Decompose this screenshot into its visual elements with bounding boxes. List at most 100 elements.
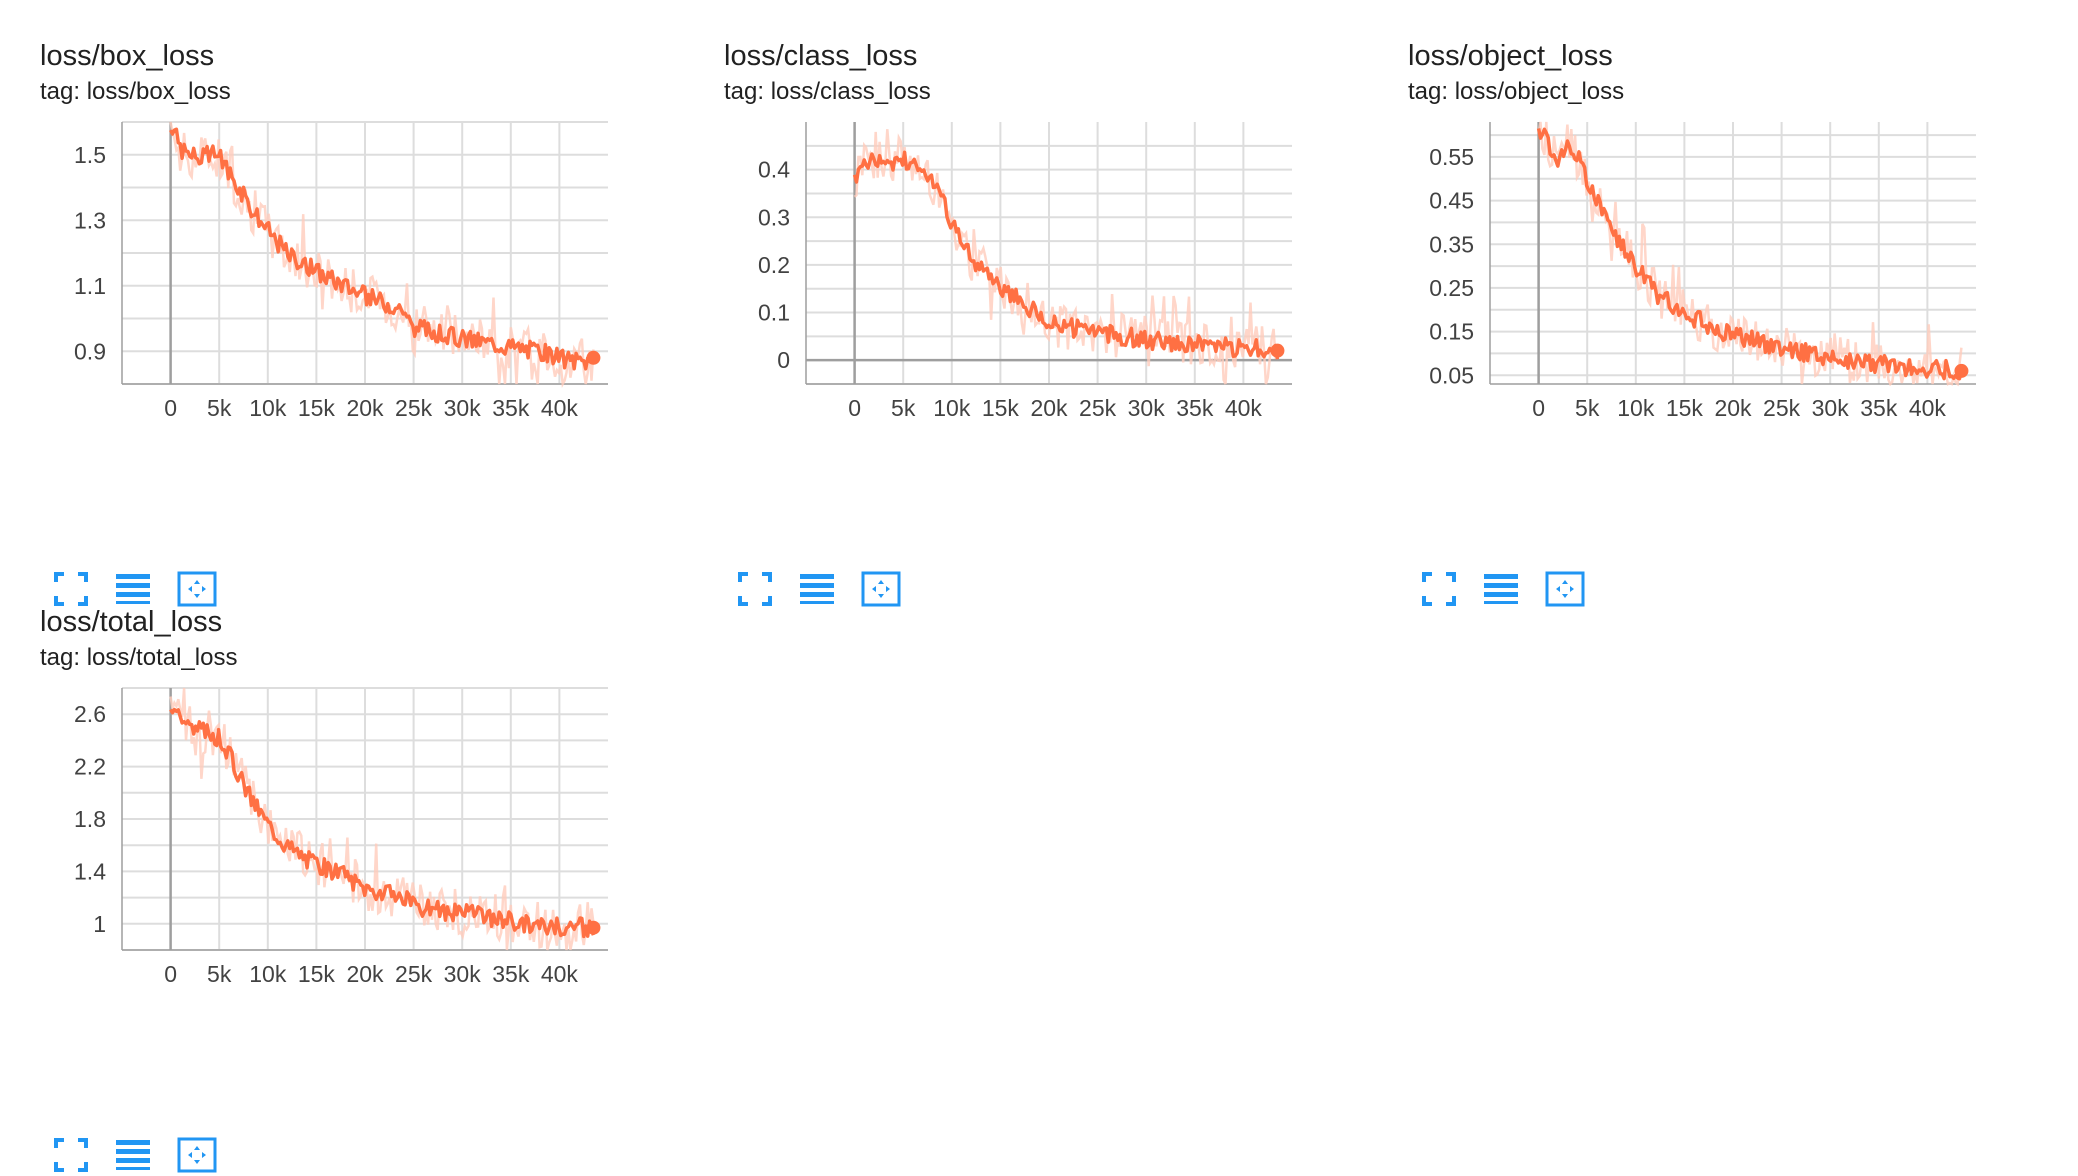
chart-title: loss/object_loss [1408, 40, 1613, 72]
x-tick-label: 20k [346, 961, 384, 987]
x-tick-label: 10k [933, 395, 971, 421]
x-tick-label: 0 [164, 395, 177, 421]
chart-tag: tag: loss/object_loss [1408, 78, 1625, 105]
x-tick-label: 5k [891, 395, 916, 421]
x-tick-label: 30k [1812, 395, 1850, 421]
chart-plot[interactable]: 0 5k 10k 15k 20k 25k 30k 35k 40k 0.9 1.1 1.3 1.5 [40, 30, 680, 530]
y-tick-label: 0.05 [1429, 362, 1474, 388]
x-tick-label: 20k [346, 395, 384, 421]
x-tick-label: 40k [541, 395, 579, 421]
series-smoothed-line [1536, 127, 1964, 381]
x-tick-label: 20k [1030, 395, 1068, 421]
chart-card-class-loss: loss/class_loss tag: loss/class_loss 0 5k… [724, 30, 1364, 607]
y-tick-label: 0.25 [1429, 275, 1474, 301]
chart-card-object-loss: loss/object_loss tag: loss/object_loss 0… [1408, 30, 2048, 607]
series-endpoint-marker [1954, 363, 1969, 378]
x-tick-label: 5k [207, 395, 232, 421]
chart-title: loss/box_loss [40, 40, 215, 72]
fullscreen-button[interactable] [734, 568, 776, 610]
y-tick-label: 1.8 [74, 806, 106, 832]
list-icon [1484, 574, 1518, 604]
toggle-log-scale-button[interactable] [112, 1134, 154, 1176]
y-tick-label: 1 [93, 911, 106, 937]
fullscreen-icon [54, 1138, 88, 1172]
toggle-log-scale-button[interactable] [112, 568, 154, 610]
fullscreen-icon [738, 572, 772, 606]
x-tick-label: 35k [492, 961, 530, 987]
series-smoothed-line [169, 707, 596, 939]
series-endpoint-marker [586, 350, 601, 365]
x-tick-label: 0 [848, 395, 861, 421]
x-tick-label: 10k [1617, 395, 1655, 421]
y-tick-label: 2.6 [74, 701, 106, 727]
x-tick-label: 40k [1909, 395, 1947, 421]
x-tick-label: 10k [249, 961, 287, 987]
y-tick-label: 1.3 [74, 207, 106, 233]
x-tick-label: 15k [298, 961, 336, 987]
x-tick-label: 35k [492, 395, 530, 421]
y-tick-label: 0 [777, 347, 790, 373]
y-tick-label: 0.3 [758, 204, 790, 230]
y-tick-label: 2.2 [74, 754, 106, 780]
x-tick-label: 15k [982, 395, 1020, 421]
chart-tag: tag: loss/box_loss [40, 78, 231, 105]
y-tick-label: 0.45 [1429, 188, 1474, 214]
fit-to-domain-icon [177, 571, 217, 607]
y-tick-label: 0.35 [1429, 231, 1474, 257]
fullscreen-button[interactable] [1418, 568, 1460, 610]
x-tick-label: 25k [395, 961, 433, 987]
y-tick-label: 1.4 [74, 858, 106, 884]
y-tick-label: 0.1 [758, 300, 790, 326]
fit-to-domain-icon [177, 1137, 217, 1173]
series-smoothed-line [169, 127, 595, 371]
x-tick-label: 20k [1714, 395, 1752, 421]
toggle-log-scale-button[interactable] [1480, 568, 1522, 610]
x-tick-label: 35k [1176, 395, 1214, 421]
y-tick-label: 0.55 [1429, 144, 1474, 170]
x-tick-label: 10k [249, 395, 287, 421]
x-tick-label: 0 [1532, 395, 1545, 421]
x-tick-label: 30k [444, 395, 482, 421]
x-tick-label: 40k [541, 961, 579, 987]
x-tick-label: 35k [1860, 395, 1898, 421]
series-raw-line [1537, 121, 1963, 387]
x-tick-label: 25k [395, 395, 433, 421]
fit-to-domain-icon [1545, 571, 1585, 607]
chart-tag: tag: loss/total_loss [40, 644, 238, 671]
y-tick-label: 0.4 [758, 157, 790, 183]
y-tick-label: 0.9 [74, 338, 106, 364]
fit-to-domain-button[interactable] [1544, 568, 1586, 610]
y-tick-label: 0.2 [758, 252, 790, 278]
x-tick-label: 30k [444, 961, 482, 987]
x-tick-label: 5k [207, 961, 232, 987]
chart-plot[interactable]: 0 5k 10k 15k 20k 25k 30k 35k 40k 0.05 0.15 0.25 0.35… [1408, 30, 2048, 530]
fullscreen-button[interactable] [50, 568, 92, 610]
x-tick-label: 40k [1225, 395, 1263, 421]
y-tick-label: 1.1 [74, 273, 106, 299]
fullscreen-button[interactable] [50, 1134, 92, 1176]
fit-to-domain-button[interactable] [176, 568, 218, 610]
series-endpoint-marker [586, 920, 601, 935]
chart-tag: tag: loss/class_loss [724, 78, 931, 105]
chart-card-total-loss: loss/total_loss tag: loss/total_loss 0 5k… [40, 596, 680, 1173]
x-tick-label: 30k [1128, 395, 1166, 421]
y-tick-label: 0.15 [1429, 319, 1474, 345]
list-icon [800, 574, 834, 604]
series-smoothed-line [852, 150, 1280, 360]
fit-to-domain-button[interactable] [176, 1134, 218, 1176]
fit-to-domain-icon [861, 571, 901, 607]
x-tick-label: 15k [298, 395, 336, 421]
chart-plot[interactable]: 0 5k 10k 15k 20k 25k 30k 35k 40k 1 1.4 1.8 2.2 2.6 [40, 596, 680, 1096]
chart-card-box-loss: loss/box_loss tag: loss/box_loss 0 5k 10k 1… [40, 30, 680, 607]
fullscreen-icon [54, 572, 88, 606]
toggle-log-scale-button[interactable] [796, 568, 838, 610]
fullscreen-icon [1422, 572, 1456, 606]
fit-to-domain-button[interactable] [860, 568, 902, 610]
list-icon [116, 1140, 150, 1170]
x-tick-label: 5k [1575, 395, 1600, 421]
chart-plot[interactable]: 0 5k 10k 15k 20k 25k 30k 35k 40k 0 0.1 0.2 0.3 0.4 [724, 30, 1364, 530]
x-tick-label: 25k [1079, 395, 1117, 421]
chart-title: loss/class_loss [724, 40, 918, 72]
x-tick-label: 15k [1666, 395, 1704, 421]
list-icon [116, 574, 150, 604]
